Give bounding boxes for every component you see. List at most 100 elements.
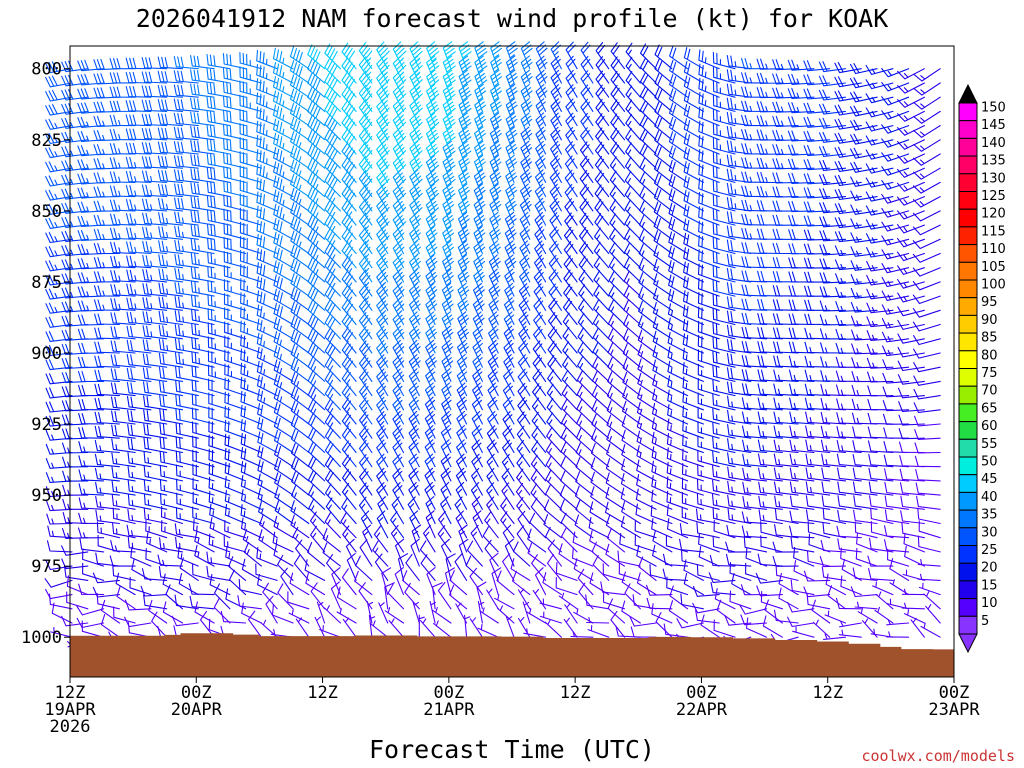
wind-barb xyxy=(126,353,152,368)
wind-barb xyxy=(109,86,136,98)
wind-barb xyxy=(143,409,168,425)
wind-barb xyxy=(474,126,486,155)
wind-barb xyxy=(886,631,910,638)
wind-barb xyxy=(77,328,105,340)
wind-barb xyxy=(486,496,499,525)
wind-barb xyxy=(666,418,689,439)
wind-barb xyxy=(757,397,783,411)
wind-barb xyxy=(624,213,641,240)
wind-barb xyxy=(486,467,499,496)
wind-barb xyxy=(77,370,105,383)
wind-barb xyxy=(625,128,641,155)
wind-barb xyxy=(426,69,440,98)
wind-barb xyxy=(610,141,626,169)
wind-barb xyxy=(547,326,562,354)
wind-barb xyxy=(867,426,894,439)
wind-barb xyxy=(608,270,626,297)
wind-barb xyxy=(834,118,862,130)
wind-barb xyxy=(45,260,73,272)
wind-barb xyxy=(850,260,878,271)
wind-barb xyxy=(341,85,357,112)
wind-barb xyxy=(424,425,436,454)
wind-barb xyxy=(593,241,610,269)
wind-barb xyxy=(605,486,626,510)
wind-barb xyxy=(827,585,847,610)
wind-barb xyxy=(851,357,878,369)
wind-barb xyxy=(912,280,941,291)
wind-barb xyxy=(474,140,486,169)
wind-barb xyxy=(819,300,847,312)
wind-barb xyxy=(341,99,357,127)
wind-barb xyxy=(576,384,594,411)
wind-barb xyxy=(109,227,136,240)
wind-barb xyxy=(307,342,326,368)
wind-barb xyxy=(683,175,704,198)
wind-barb xyxy=(358,297,373,326)
wind-barb xyxy=(175,380,199,397)
wind-barb xyxy=(173,84,199,98)
wind-barb xyxy=(78,427,105,439)
wind-barb xyxy=(458,83,472,112)
wind-barb xyxy=(837,495,862,510)
wind-barb xyxy=(590,442,610,468)
wind-barb xyxy=(897,292,925,303)
wind-barb xyxy=(610,42,626,70)
wind-barb xyxy=(866,357,894,369)
wind-barb xyxy=(113,606,136,624)
wind-barb xyxy=(143,479,168,496)
wind-barb xyxy=(240,334,262,354)
wind-barb xyxy=(695,609,720,624)
wind-barb xyxy=(173,126,199,141)
colorbar-bottom-arrow xyxy=(958,633,978,654)
wind-barb xyxy=(376,141,390,169)
wind-barb xyxy=(624,228,641,255)
wind-barb xyxy=(834,104,862,116)
wind-barb xyxy=(682,448,704,468)
wind-barb xyxy=(109,100,136,112)
wind-barb xyxy=(256,78,278,98)
wind-barb xyxy=(654,115,673,141)
wind-barb xyxy=(774,495,799,510)
x-tick-label: 00Z xyxy=(686,683,717,703)
wind-barb xyxy=(741,383,768,397)
wind-barb xyxy=(110,326,136,340)
wind-barb xyxy=(358,269,373,297)
wind-barb xyxy=(110,284,136,297)
wind-barb xyxy=(665,534,689,553)
x-tick-label: 12Z xyxy=(560,683,591,703)
source-credit[interactable]: coolwx.com/models xyxy=(861,747,1015,765)
wind-barb xyxy=(764,599,783,624)
colorbar-swatch xyxy=(958,332,978,352)
wind-barb xyxy=(93,243,120,255)
wind-barb xyxy=(442,211,455,240)
wind-barb xyxy=(820,411,847,425)
wind-barb xyxy=(727,466,752,482)
wind-barb xyxy=(698,106,720,127)
wind-barb xyxy=(713,619,736,638)
wind-barb xyxy=(698,92,720,112)
wind-barb xyxy=(358,255,373,283)
wind-barb xyxy=(726,140,752,155)
wind-barb xyxy=(756,87,783,99)
wind-barb xyxy=(392,325,405,354)
wind-barb xyxy=(141,99,168,112)
wind-barb xyxy=(256,49,278,70)
wind-barb xyxy=(517,382,531,411)
wind-barb xyxy=(78,455,105,468)
wind-barb xyxy=(324,398,341,425)
colorbar-label: 70 xyxy=(981,384,998,399)
wind-barb xyxy=(606,414,626,439)
wind-barb xyxy=(474,112,487,141)
wind-barb xyxy=(61,545,89,556)
wind-barb xyxy=(376,311,389,340)
wind-barb xyxy=(851,412,878,425)
wind-barb xyxy=(323,605,341,624)
wind-barb xyxy=(290,500,310,525)
wind-barb xyxy=(696,522,720,539)
wind-barb xyxy=(384,582,395,610)
wind-barb xyxy=(696,563,720,581)
wind-barb xyxy=(472,325,483,354)
wind-barb xyxy=(698,220,720,240)
wind-barb xyxy=(912,308,941,318)
wind-barb xyxy=(256,262,278,283)
